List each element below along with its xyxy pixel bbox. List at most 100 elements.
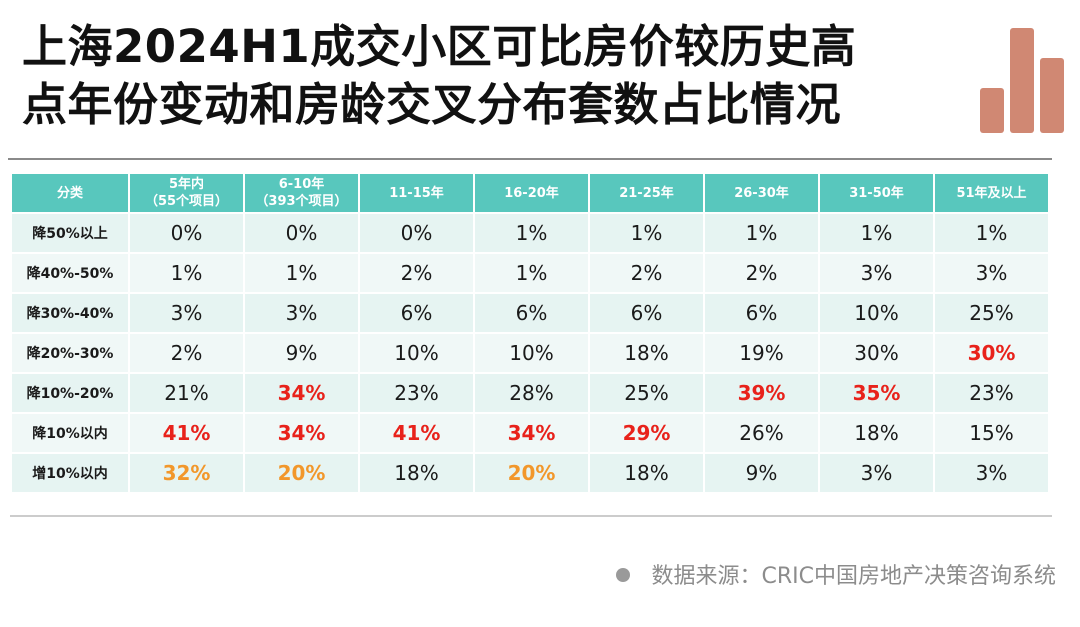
table-cell: 18%	[590, 454, 703, 492]
header-label: 51年及以上	[956, 185, 1027, 201]
table-row: 降30%-40% 3% 3% 6% 6% 6% 6% 10% 25%	[12, 294, 1048, 332]
table-cell: 6%	[475, 294, 588, 332]
table-cell: 30%	[935, 334, 1048, 372]
table-cell: 0%	[130, 214, 243, 252]
table-cell: 0%	[360, 214, 473, 252]
data-source-note: 数据来源：CRIC中国房地产决策咨询系统	[615, 558, 1057, 590]
table-row: 降20%-30% 2% 9% 10% 10% 18% 19% 30% 30%	[12, 334, 1048, 372]
header-label: 31-50年	[849, 185, 904, 201]
table-cell: 6%	[590, 294, 703, 332]
table-cell: 25%	[935, 294, 1048, 332]
row-label: 降10%-20%	[12, 374, 128, 412]
table-cell: 3%	[245, 294, 358, 332]
row-label: 降40%-50%	[12, 254, 128, 292]
table-cell: 32%	[130, 454, 243, 492]
page-title: 上海2024H1成交小区可比房价较历史高 点年份变动和房龄交叉分布套数占比情况	[22, 18, 972, 134]
table-cell: 23%	[360, 374, 473, 412]
table-row: 降10%-20% 21% 34% 23% 28% 25% 39% 35% 23%	[12, 374, 1048, 412]
table-cell: 3%	[935, 254, 1048, 292]
header-age-2: 6-10年 （393个项目）	[245, 174, 358, 212]
price-change-by-age-table: 分类 5年内 （55个项目） 6-10年 （393个项目） 11-15年 16-20年 21-…	[10, 172, 1050, 494]
table-cell: 21%	[130, 374, 243, 412]
table-row: 降50%以上 0% 0% 0% 1% 1% 1% 1% 1%	[12, 214, 1048, 252]
title-line-1: 上海2024H1成交小区可比房价较历史高	[22, 20, 857, 73]
header-category: 分类	[12, 174, 128, 212]
table-cell: 10%	[475, 334, 588, 372]
table-cell: 1%	[590, 214, 703, 252]
table-cell: 19%	[705, 334, 818, 372]
table-cell: 1%	[705, 214, 818, 252]
table-row: 增10%以内 32% 20% 18% 20% 18% 9% 3% 3%	[12, 454, 1048, 492]
table-cell: 10%	[360, 334, 473, 372]
table-cell: 18%	[820, 414, 933, 452]
header-label: 6-10年	[278, 177, 325, 192]
table-cell: 30%	[820, 334, 933, 372]
header-sublabel: （393个项目）	[255, 194, 348, 209]
table-cell: 23%	[935, 374, 1048, 412]
bar-chart-logo-icon	[980, 28, 1064, 133]
header-label: 5年内	[168, 177, 205, 192]
title-divider	[8, 158, 1052, 160]
table-cell: 41%	[360, 414, 473, 452]
header-sublabel: （55个项目）	[144, 194, 229, 209]
row-label: 增10%以内	[12, 454, 128, 492]
row-label: 降50%以上	[12, 214, 128, 252]
table-header-row: 分类 5年内 （55个项目） 6-10年 （393个项目） 11-15年 16-20年 21-…	[12, 174, 1048, 212]
table-cell: 2%	[590, 254, 703, 292]
table-cell: 18%	[590, 334, 703, 372]
header-age-7: 31-50年	[820, 174, 933, 212]
table-cell: 10%	[820, 294, 933, 332]
table-cell: 1%	[130, 254, 243, 292]
table-cell: 1%	[475, 214, 588, 252]
table-cell: 3%	[820, 454, 933, 492]
table-cell: 3%	[820, 254, 933, 292]
header-label: 分类	[56, 185, 83, 201]
table-cell: 1%	[245, 254, 358, 292]
table-cell: 2%	[705, 254, 818, 292]
table-cell: 0%	[245, 214, 358, 252]
table-cell: 28%	[475, 374, 588, 412]
table-cell: 34%	[245, 374, 358, 412]
table-bottom-divider	[10, 515, 1052, 517]
table-cell: 39%	[705, 374, 818, 412]
table-cell: 6%	[360, 294, 473, 332]
table-cell: 1%	[820, 214, 933, 252]
bullet-dot-icon	[615, 568, 630, 582]
table-row: 降40%-50% 1% 1% 2% 1% 2% 2% 3% 3%	[12, 254, 1048, 292]
header-age-6: 26-30年	[705, 174, 818, 212]
table-cell: 2%	[360, 254, 473, 292]
row-label: 降20%-30%	[12, 334, 128, 372]
row-label: 降30%-40%	[12, 294, 128, 332]
table-cell: 9%	[705, 454, 818, 492]
row-label: 降10%以内	[12, 414, 128, 452]
table-cell: 41%	[130, 414, 243, 452]
header-label: 21-25年	[619, 185, 674, 201]
table-cell: 9%	[245, 334, 358, 372]
table-cell: 26%	[705, 414, 818, 452]
header-age-4: 16-20年	[475, 174, 588, 212]
table-cell: 1%	[935, 214, 1048, 252]
header-label: 16-20年	[504, 185, 559, 201]
header-label: 26-30年	[734, 185, 789, 201]
table-cell: 15%	[935, 414, 1048, 452]
table-cell: 20%	[475, 454, 588, 492]
table-cell: 6%	[705, 294, 818, 332]
table-cell: 34%	[245, 414, 358, 452]
table-cell: 3%	[130, 294, 243, 332]
table-cell: 2%	[130, 334, 243, 372]
table-cell: 18%	[360, 454, 473, 492]
header-age-8: 51年及以上	[935, 174, 1048, 212]
table-cell: 1%	[475, 254, 588, 292]
table-row: 降10%以内 41% 34% 41% 34% 29% 26% 18% 15%	[12, 414, 1048, 452]
table-cell: 25%	[590, 374, 703, 412]
table-cell: 29%	[590, 414, 703, 452]
table-cell: 20%	[245, 454, 358, 492]
header-age-3: 11-15年	[360, 174, 473, 212]
data-source-text: 数据来源：CRIC中国房地产决策咨询系统	[651, 564, 1057, 589]
title-line-2: 点年份变动和房龄交叉分布套数占比情况	[22, 78, 842, 131]
header-age-5: 21-25年	[590, 174, 703, 212]
table-cell: 35%	[820, 374, 933, 412]
table-cell: 3%	[935, 454, 1048, 492]
header-label: 11-15年	[389, 185, 444, 201]
header-age-1: 5年内 （55个项目）	[130, 174, 243, 212]
